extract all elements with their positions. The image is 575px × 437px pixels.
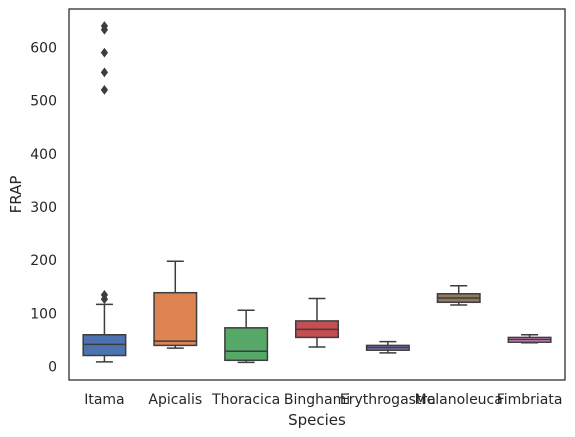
iqr-box	[153, 291, 198, 347]
box-itama	[82, 21, 127, 363]
outlier-point	[100, 289, 109, 300]
iqr-box	[224, 327, 269, 362]
y-axis-label: FRAP	[7, 176, 25, 214]
outlier-point	[100, 67, 109, 78]
y-tick-label: 500	[30, 94, 57, 110]
outlier-point	[100, 47, 109, 58]
y-tick-label: 300	[30, 200, 57, 216]
box-melanoleuca	[436, 285, 481, 306]
plot-frame	[68, 8, 566, 381]
iqr-box	[82, 334, 127, 357]
outlier-point	[100, 21, 109, 31]
y-tick-label: 400	[30, 147, 57, 163]
x-tick-label: Thoracica	[211, 392, 280, 408]
x-tick-label: Itama	[84, 392, 124, 408]
outlier-point	[100, 85, 109, 95]
y-tick-label: 200	[30, 253, 57, 269]
y-tick-label: 0	[48, 360, 57, 376]
y-tick-label: 100	[30, 306, 57, 322]
x-axis-ticks: Itama Apicalis Thoracica BinghamiErythrogas…	[84, 392, 562, 408]
y-axis-ticks: 0 100 200 300 400 500 600	[30, 40, 57, 375]
box-fimbriata	[507, 334, 552, 344]
box-binghami	[294, 297, 340, 348]
x-tick-label: Apicalis	[148, 392, 202, 408]
box-erythrogastra	[365, 340, 410, 354]
box-thoracica	[224, 309, 269, 364]
boxes-layer	[82, 21, 552, 364]
x-tick-label: Binghami	[284, 392, 350, 408]
x-tick-label: Erythrogastra	[340, 392, 436, 408]
y-tick-label: 600	[30, 40, 57, 56]
box-apicalis	[153, 260, 198, 349]
x-axis-label: Species	[288, 411, 346, 429]
x-tick-label: Melanoleuca	[415, 392, 503, 408]
x-tick-label: Fimbriata	[497, 392, 563, 408]
